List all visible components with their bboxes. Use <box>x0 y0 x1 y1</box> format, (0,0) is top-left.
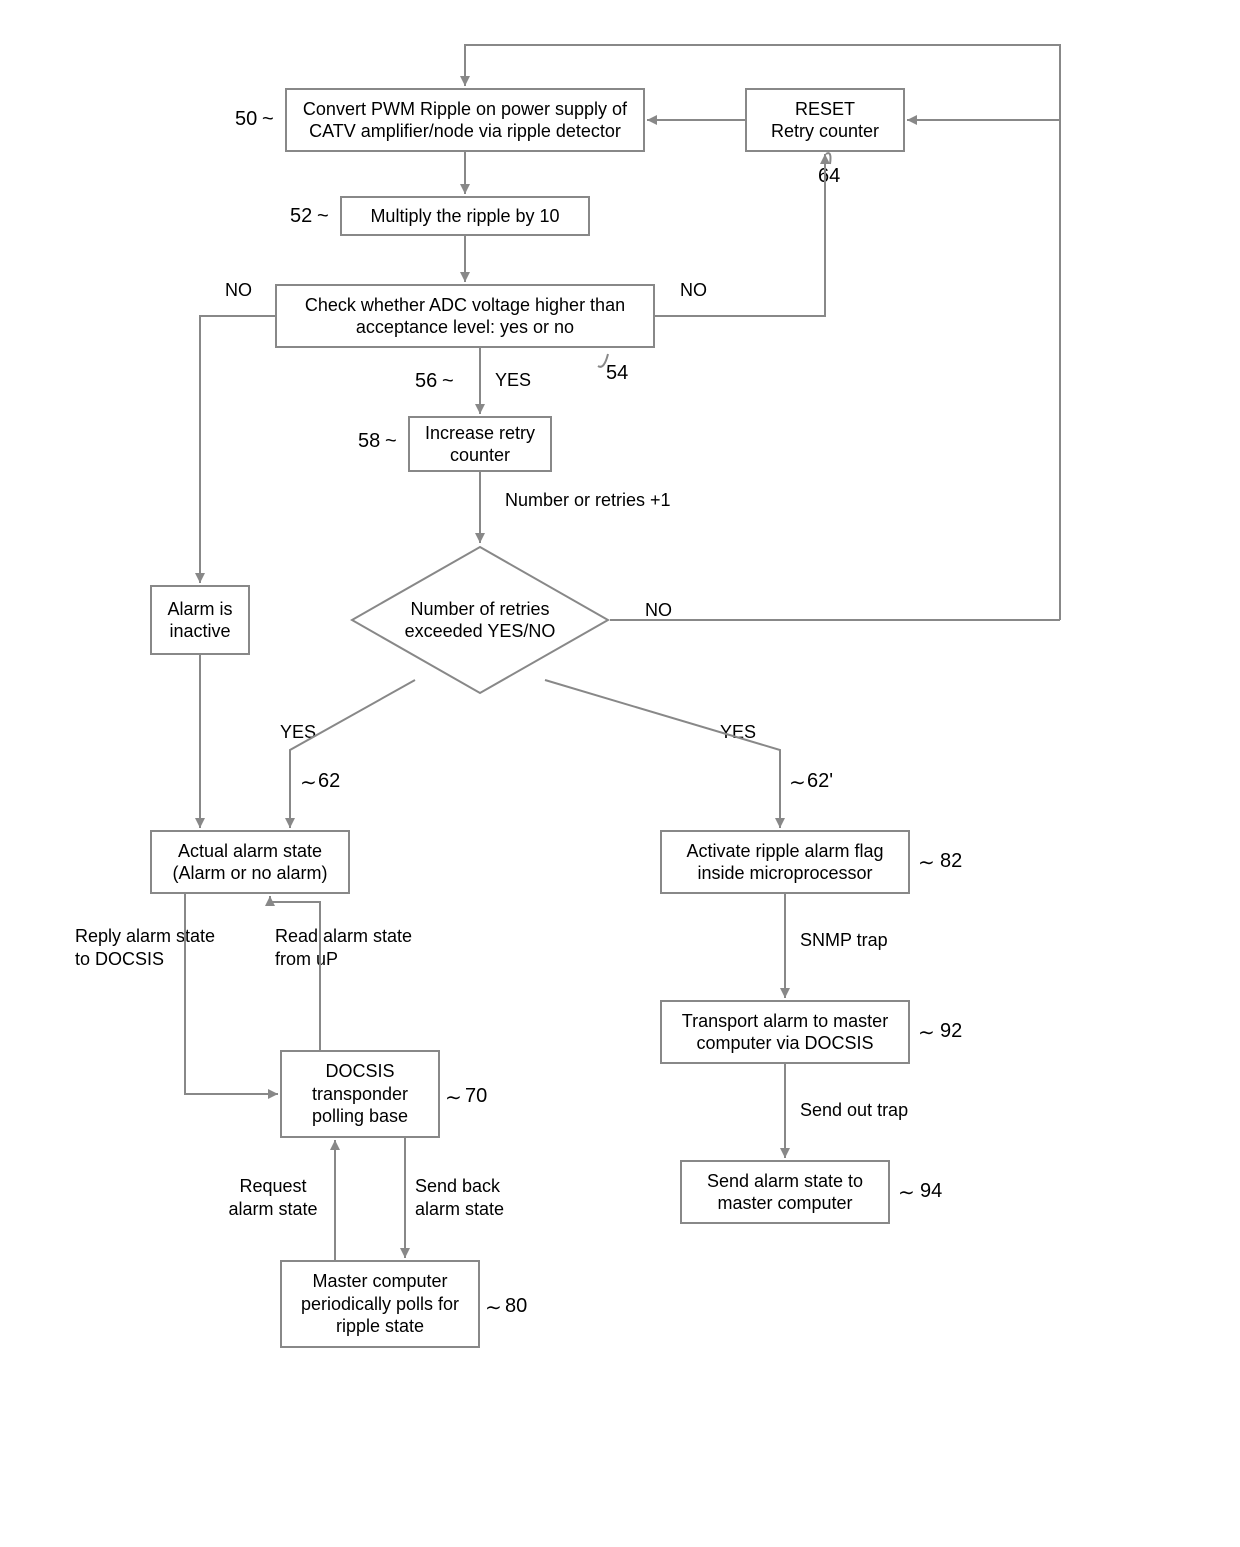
tilde-94: ∼ <box>898 1180 915 1205</box>
node-94-text: Send alarm state to master computer <box>692 1170 878 1215</box>
tilde-80: ∼ <box>485 1295 502 1320</box>
edges-layer <box>0 0 1240 1547</box>
node-52: Multiply the ripple by 10 <box>340 196 590 236</box>
label-snmp-trap: SNMP trap <box>800 930 888 951</box>
label-retries-plus-1: Number or retries +1 <box>505 490 671 511</box>
flowchart-canvas: Convert PWM Ripple on power supply of CA… <box>0 0 1240 1547</box>
label-52: 52 <box>290 205 312 228</box>
label-yes-56: YES <box>495 370 531 391</box>
label-no-diamond: NO <box>645 600 672 621</box>
label-request-alarm: Request alarm state <box>218 1175 328 1220</box>
node-58: Increase retry counter <box>408 416 552 472</box>
node-actual-alarm-text: Actual alarm state (Alarm or no alarm) <box>162 840 338 885</box>
tilde-92: ∼ <box>918 1020 935 1045</box>
node-64: RESET Retry counter <box>745 88 905 152</box>
label-yes-62: YES <box>280 722 316 743</box>
node-92: Transport alarm to master computer via D… <box>660 1000 910 1064</box>
tilde-62: ∼ <box>300 770 317 795</box>
tilde-70: ∼ <box>445 1085 462 1110</box>
label-94: 94 <box>920 1180 942 1203</box>
node-82-text: Activate ripple alarm flag inside microp… <box>672 840 898 885</box>
node-54-text: Check whether ADC voltage higher than ac… <box>287 294 643 339</box>
node-diamond-60: Number of retries exceeded YES/NO <box>350 545 610 695</box>
node-82: Activate ripple alarm flag inside microp… <box>660 830 910 894</box>
node-94: Send alarm state to master computer <box>680 1160 890 1224</box>
label-no-right: NO <box>680 280 707 301</box>
node-54: Check whether ADC voltage higher than ac… <box>275 284 655 348</box>
node-alarm-inactive: Alarm is inactive <box>150 585 250 655</box>
node-58-text: Increase retry counter <box>420 422 540 467</box>
node-70: DOCSIS transponder polling base <box>280 1050 440 1138</box>
label-62: 62 <box>318 770 340 793</box>
diamond-60-text: Number of retries exceeded YES/NO <box>384 598 576 643</box>
node-50: Convert PWM Ripple on power supply of CA… <box>285 88 645 152</box>
node-92-text: Transport alarm to master computer via D… <box>672 1010 898 1055</box>
tilde-50: ~ <box>262 108 274 131</box>
label-80: 80 <box>505 1295 527 1318</box>
tilde-62p: ∼ <box>789 770 806 795</box>
tilde-82: ∼ <box>918 850 935 875</box>
label-62p: 62' <box>807 770 833 793</box>
label-58: 58 <box>358 430 380 453</box>
label-70: 70 <box>465 1085 487 1108</box>
tilde-52: ~ <box>317 205 329 228</box>
tilde-58: ~ <box>385 430 397 453</box>
node-64-text: RESET Retry counter <box>771 98 879 143</box>
node-50-text: Convert PWM Ripple on power supply of CA… <box>297 98 633 143</box>
label-92: 92 <box>940 1020 962 1043</box>
node-80-text: Master computer periodically polls for r… <box>292 1270 468 1338</box>
node-80: Master computer periodically polls for r… <box>280 1260 480 1348</box>
label-56: 56 <box>415 370 437 393</box>
label-send-out-trap: Send out trap <box>800 1100 908 1121</box>
label-yes-62p: YES <box>720 722 756 743</box>
label-82: 82 <box>940 850 962 873</box>
label-read-alarm: Read alarm state from uP <box>275 925 445 970</box>
label-no-left: NO <box>225 280 252 301</box>
node-52-text: Multiply the ripple by 10 <box>370 205 559 228</box>
node-actual-alarm: Actual alarm state (Alarm or no alarm) <box>150 830 350 894</box>
node-70-text: DOCSIS transponder polling base <box>292 1060 428 1128</box>
label-reply-alarm: Reply alarm state to DOCSIS <box>75 925 235 970</box>
node-alarm-inactive-text: Alarm is inactive <box>162 598 238 643</box>
tilde-56: ~ <box>442 370 454 393</box>
label-send-back-alarm: Send back alarm state <box>415 1175 535 1220</box>
label-50: 50 <box>235 108 257 131</box>
